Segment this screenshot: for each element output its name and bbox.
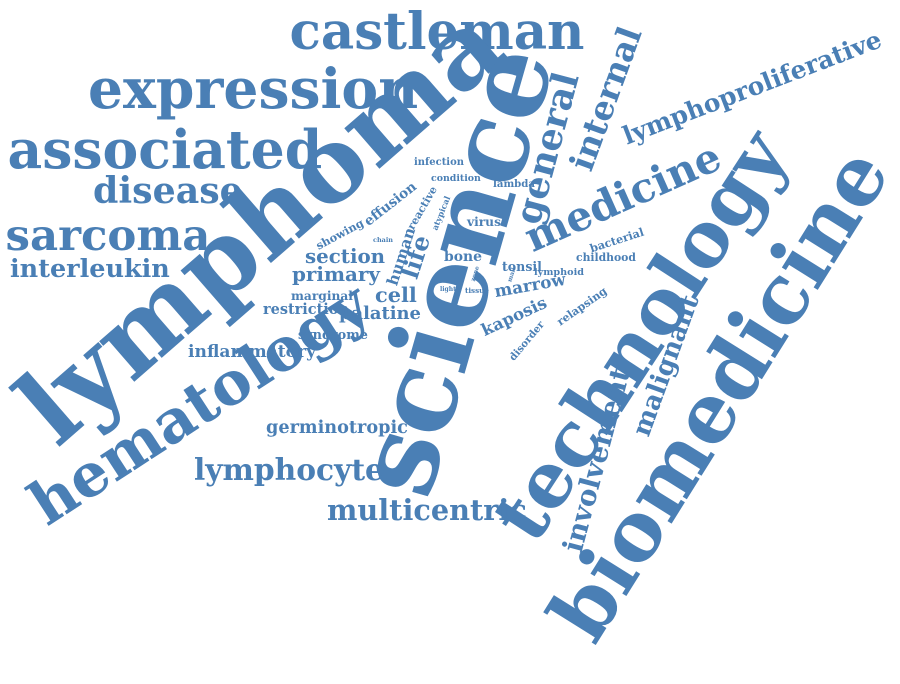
word-cell: cell	[375, 281, 417, 307]
word-expression: expression	[88, 55, 419, 121]
word-restriction: restriction	[263, 301, 349, 318]
word-section: section	[305, 244, 386, 268]
word-sarcoma: sarcoma	[5, 209, 211, 261]
word-primary: primary	[292, 262, 380, 286]
word-inflammatory: inflammatory	[188, 341, 317, 362]
word-multicentric: multicentric	[327, 492, 527, 527]
word-tonsil: tonsil	[502, 258, 542, 274]
word-palatine: palatine	[339, 303, 421, 324]
word-tissue: tissue	[465, 285, 489, 295]
word-germinotropic: germinotropic	[266, 417, 408, 438]
word-childhood: childhood	[576, 250, 636, 264]
word-infection: infection	[414, 157, 464, 168]
word-chain: chain	[373, 236, 393, 244]
word-marginal: marginal	[291, 289, 353, 303]
word-light: light	[440, 286, 456, 293]
word-castleman: castleman	[289, 1, 585, 62]
word-lymphocyte: lymphocyte	[194, 452, 384, 487]
word-associated: associated	[7, 118, 323, 181]
word-lambda: lambda	[493, 178, 535, 190]
word-bone: bone	[444, 249, 482, 265]
word-lymphoid: lymphoid	[534, 267, 584, 278]
word-condition: condition	[431, 172, 481, 184]
word-disease: disease	[93, 169, 243, 212]
word-virus: virus	[467, 215, 501, 229]
word-syndrome: syndrome	[298, 327, 368, 343]
word-interleukin: interleukin	[10, 253, 170, 284]
